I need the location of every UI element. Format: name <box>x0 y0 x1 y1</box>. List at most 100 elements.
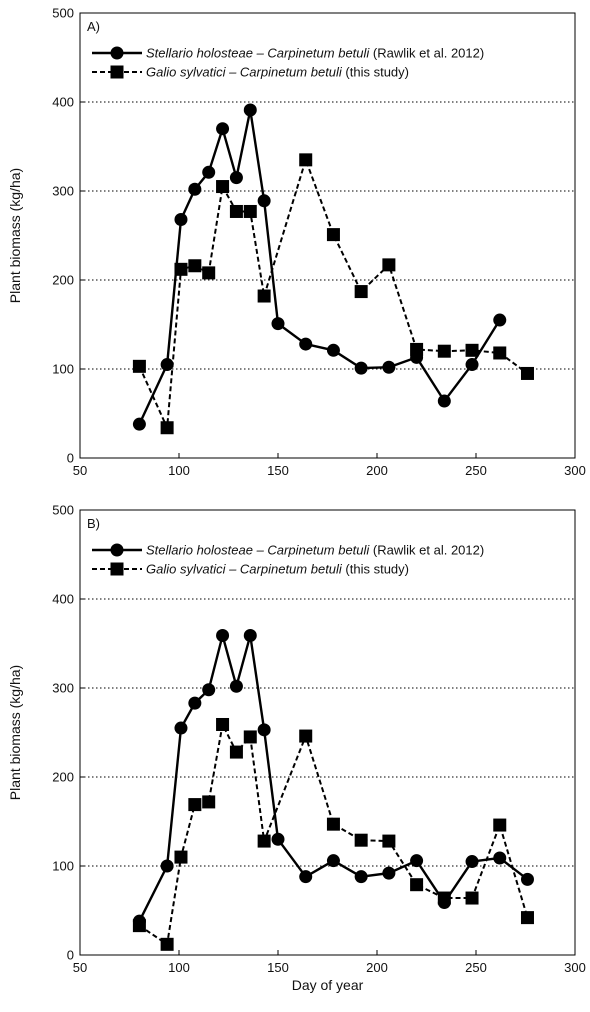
panel-a-series-stellario-point <box>326 343 340 357</box>
panel-a-series-galio-point <box>382 258 396 272</box>
panel-a-y-tick-label: 200 <box>52 273 74 288</box>
panel-b-series-galio-point <box>520 911 534 925</box>
panel-a-panel-label: A) <box>87 19 100 34</box>
panel-b-series-galio-point <box>216 717 230 731</box>
panel-a-x-tick-label: 100 <box>168 463 190 478</box>
panel-a-series-stellario-point <box>493 313 507 327</box>
panel-a-series-stellario-point <box>465 358 479 372</box>
panel-b-x-tick-label: 100 <box>168 960 190 975</box>
panel-a-series-galio-point <box>520 366 534 380</box>
panel-a-series-galio-legend-source: (this study) <box>342 65 409 80</box>
panel-a-series-galio-point <box>493 346 507 360</box>
panel-a-series-galio-point <box>216 180 230 194</box>
panel-b-series-stellario-point <box>382 866 396 880</box>
panel-a-series-galio-point <box>243 204 257 218</box>
panel-b-series-stellario-point <box>257 723 271 737</box>
panel-b-x-tick-label: 200 <box>366 960 388 975</box>
panel-a-y-tick-label: 0 <box>67 451 74 466</box>
panel-b-series-galio-legend-source: (this study) <box>342 562 409 577</box>
panel-b-series-stellario-line <box>138 634 529 922</box>
panel-b-series-galio-point <box>410 878 424 892</box>
panel-b-x-tick-label: 50 <box>73 960 87 975</box>
panel-b-x-tick-label: 150 <box>267 960 289 975</box>
panel-b-series-galio-point <box>493 818 507 832</box>
panel-a-x-tick-label: 300 <box>564 463 586 478</box>
panel-b-y-tick-label: 100 <box>52 859 74 874</box>
panel-a-series-stellario-point <box>229 171 243 185</box>
panel-a-series-stellario-point <box>216 122 230 136</box>
panel-b-series-galio-point <box>188 798 202 812</box>
panel-a-y-tick-label: 400 <box>52 95 74 110</box>
panel-a-series-galio-point <box>465 343 479 357</box>
panel-b-series-galio-point <box>229 745 243 759</box>
panel-a-series-stellario-point <box>188 182 202 196</box>
panel-b-series-stellario-point <box>354 870 368 884</box>
panel-a-series-stellario-point <box>299 337 313 351</box>
panel-b-plot-frame <box>79 509 576 956</box>
panel-b-series-stellario-point <box>243 628 257 642</box>
panel-b-series-galio-point <box>299 729 313 743</box>
panel-b-x-tick-label: 300 <box>564 960 586 975</box>
panel-b-x-axis-label: Day of year <box>292 977 364 993</box>
panel-b-y-tick-label: 0 <box>67 948 74 963</box>
panel-b-panel-label: B) <box>87 516 100 531</box>
panel-b-y-tick-label: 200 <box>52 770 74 785</box>
panel-a-y-axis-label: Plant biomass (kg/ha) <box>7 168 23 303</box>
panel-b-series-galio-point <box>354 833 368 847</box>
panel-b-series-stellario-point <box>160 859 174 873</box>
panel-b-series-stellario-point <box>188 696 202 710</box>
panel-a-x-tick-label: 50 <box>73 463 87 478</box>
panel-b-series-galio-point <box>326 817 340 831</box>
panel-a-series-galio-point <box>174 262 188 276</box>
panel-b-y-tick-label: 500 <box>52 503 74 518</box>
panel-a-series-galio-point <box>354 285 368 299</box>
panel-a-series-galio-legend-label: Galio sylvatici – Carpinetum betuli (thi… <box>146 65 409 80</box>
panel-a-series-galio-point <box>437 344 451 358</box>
panel-a-series-stellario-legend-marker <box>110 46 124 60</box>
panel-b-y-tick-label: 400 <box>52 592 74 607</box>
panel-b-series-stellario-point <box>326 854 340 868</box>
panel-a-series-stellario-point <box>437 394 451 408</box>
panel-b-x-tick-label: 250 <box>465 960 487 975</box>
panel-a-plot-frame <box>79 12 576 459</box>
panel-b-series-stellario-point <box>410 854 424 868</box>
panel-a-series-stellario-point <box>202 165 216 179</box>
panel-b-series-galio-legend-label: Galio sylvatici – Carpinetum betuli (thi… <box>146 562 409 577</box>
panel-b-series-stellario-point <box>520 872 534 886</box>
panel-a-series-galio-point <box>410 342 424 356</box>
panel-a-series-galio-point <box>202 266 216 280</box>
panel-b-series-galio-point <box>257 834 271 848</box>
panel-a-series-stellario-point <box>243 103 257 117</box>
panel-a-series-stellario-legend-source: (Rawlik et al. 2012) <box>369 46 484 61</box>
panel-b-series-stellario-legend-marker <box>110 543 124 557</box>
panel-a-series-stellario-point <box>257 194 271 208</box>
panel-b-series-stellario-legend-name: Stellario holosteae – Carpinetum betuli <box>146 543 370 558</box>
panel-b-series-galio-point <box>132 919 146 933</box>
panel-a-series-stellario-legend-name: Stellario holosteae – Carpinetum betuli <box>146 46 370 61</box>
panel-b-series-stellario-legend-label: Stellario holosteae – Carpinetum betuli … <box>146 543 484 558</box>
panel-a-x-tick-label: 250 <box>465 463 487 478</box>
panel-b-series-galio-point <box>382 834 396 848</box>
panel-b-series-galio-point <box>202 795 216 809</box>
panel-a-series-stellario-point <box>354 361 368 375</box>
panel-b-series-galio-point <box>465 891 479 905</box>
panel-a-series-stellario-point <box>174 212 188 226</box>
panel-b-y-tick-label: 300 <box>52 681 74 696</box>
panel-a-series-galio-point <box>132 359 146 373</box>
panel-a-series-galio-point <box>326 228 340 242</box>
panel-b-series-stellario-point <box>299 870 313 884</box>
panel-a-x-tick-label: 200 <box>366 463 388 478</box>
panel-b-y-axis-label: Plant biomass (kg/ha) <box>7 665 23 800</box>
panel-b-series-stellario-point <box>174 721 188 735</box>
panel-a-series-stellario-point <box>271 317 285 331</box>
panel-a-series-stellario-point <box>382 360 396 374</box>
panel-b-series-stellario-point <box>271 832 285 846</box>
panel-b-series-stellario-legend-source: (Rawlik et al. 2012) <box>369 543 484 558</box>
panel-a-series-stellario-legend-label: Stellario holosteae – Carpinetum betuli … <box>146 46 484 61</box>
panel-b-series-galio-point <box>160 937 174 951</box>
panel-b-series-stellario-point <box>202 683 216 697</box>
panel-b-series-galio-point <box>437 891 451 905</box>
panel-b-series-stellario-point <box>229 679 243 693</box>
